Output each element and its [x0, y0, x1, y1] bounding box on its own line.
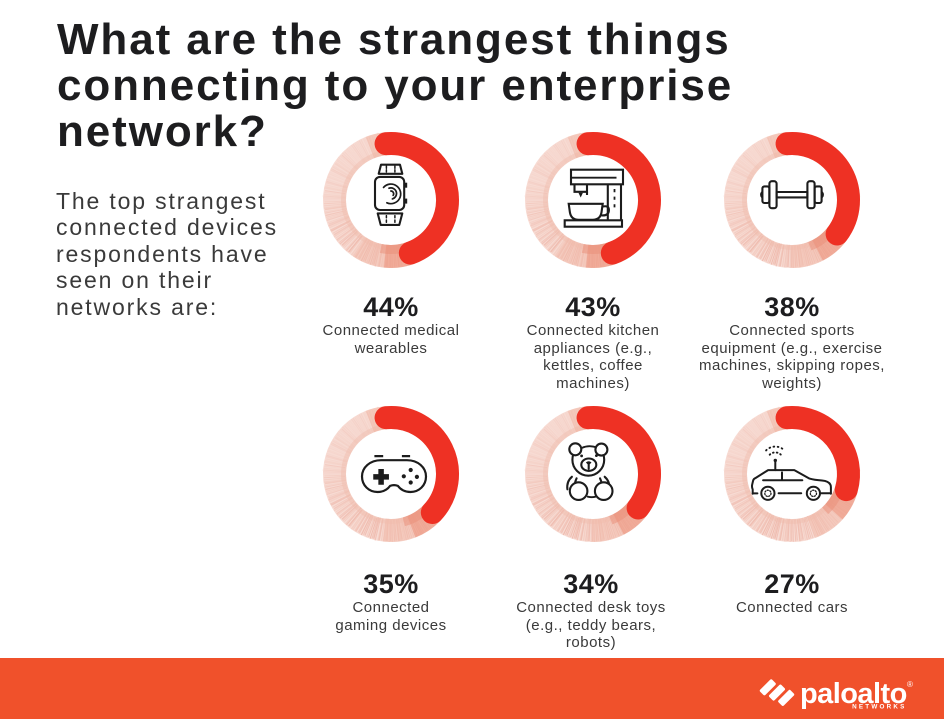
svg-text:NETWORKS: NETWORKS [852, 704, 906, 711]
svg-text:paloalto: paloalto [800, 678, 907, 710]
svg-text:®: ® [907, 680, 913, 689]
